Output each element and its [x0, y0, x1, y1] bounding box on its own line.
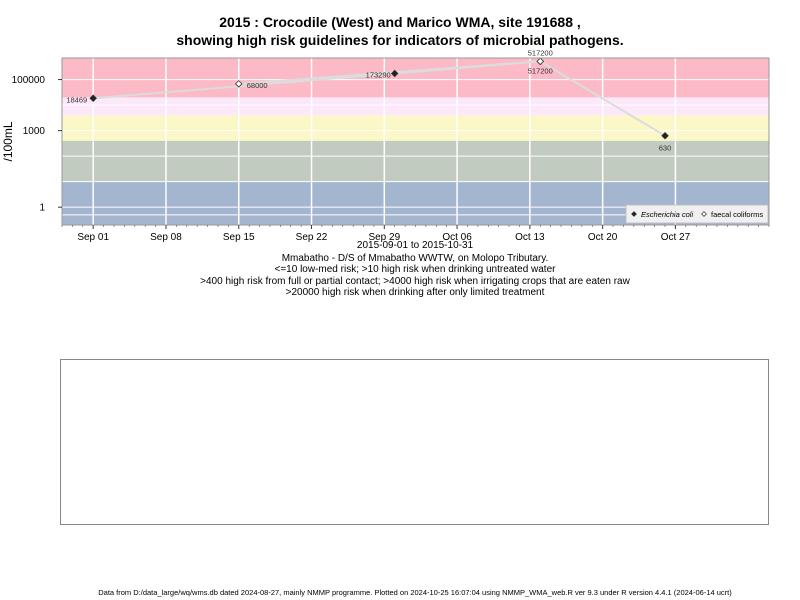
legend-label-0: Escherichia coli [641, 210, 693, 219]
y-tick-label-2: 100000 [12, 75, 46, 86]
chart-title-line-2: showing high risk guidelines for indicat… [176, 32, 624, 48]
data-point-0-0 [89, 94, 97, 103]
data-point-0-3 [661, 131, 669, 140]
caption-site: Mmabatho - D/S of Mmabatho WWTW, on Molo… [281, 253, 549, 264]
caption-date-range: 2015-09-01 to 2015-10-31 [356, 240, 474, 251]
y-tick-label-1: 1000 [23, 126, 46, 137]
empty-plot-panel [60, 359, 769, 525]
caption-risk-contact: >400 high risk from full or partial cont… [200, 276, 630, 287]
data-point-0-1 [390, 69, 399, 78]
x-tick-label-5: Oct 06 [442, 232, 472, 243]
risk-band-3 [62, 97, 769, 116]
x-tick-label-7: Oct 20 [588, 232, 618, 243]
x-tick-label-2: Sep 15 [223, 232, 255, 243]
data-label-0-1: 173290 [366, 70, 391, 79]
x-tick-label-6: Oct 13 [515, 232, 545, 243]
legend: Escherichia coli faecal coliforms [625, 204, 769, 224]
legend-marker-1 [701, 211, 707, 217]
data-label-1-1: 517200 [528, 48, 553, 57]
x-tick-label-1: Sep 08 [150, 232, 182, 243]
data-point-1-0 [234, 80, 243, 88]
axes: Sep 01 Sep 08 Sep 15 Sep 22 Sep 29 Oct 06 Oct … [1, 57, 770, 243]
caption-risk-treatment: >20000 high risk when drinking after onl… [285, 287, 545, 298]
y-tick-label-0: 1 [39, 203, 45, 214]
x-tick-label-3: Sep 22 [296, 232, 328, 243]
grid-lines [62, 58, 769, 225]
data-point-1-1 [536, 57, 545, 66]
data-points [89, 57, 669, 140]
series-line-1 [238, 60, 541, 85]
legend-box [625, 204, 769, 224]
chart-title-line-1: 2015 : Crocodile (West) and Marico WMA, … [219, 14, 581, 30]
risk-bands [62, 58, 769, 225]
data-label-0-3: 630 [659, 144, 672, 153]
x-tick-label-0: Sep 01 [77, 232, 109, 243]
series-lines [93, 60, 666, 137]
x-tick-label-4: Sep 29 [368, 232, 400, 243]
data-label-0-2: 517200 [528, 66, 553, 75]
y-axis-label: /100mL [1, 121, 15, 161]
legend-label-1: faecal coliforms [711, 210, 763, 219]
risk-band-1 [62, 140, 769, 182]
data-labels: 18469 173290 517200 630 68000 517200 [66, 48, 671, 152]
data-label-0-0: 18469 [66, 95, 87, 104]
caption-risk-drinking: <=10 low-med risk; >10 high risk when dr… [274, 264, 556, 275]
data-label-1-0: 68000 [247, 81, 268, 90]
x-tick-label-8: Oct 27 [661, 232, 691, 243]
legend-marker-0 [631, 211, 637, 217]
footer-note: Data from D:/data_large/wq/wms.db dated … [98, 588, 732, 597]
